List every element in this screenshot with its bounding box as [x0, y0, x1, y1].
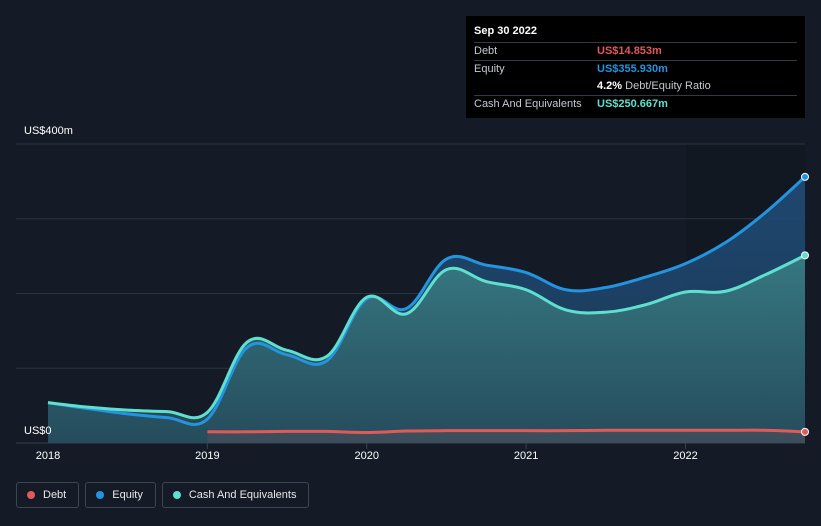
- tooltip-ratio: 4.2% Debt/Equity Ratio: [597, 78, 711, 95]
- legend-label-equity: Equity: [112, 489, 143, 501]
- area-cash-and-equivalents: [48, 255, 805, 443]
- y-axis-bottom-label: US$0: [24, 425, 52, 437]
- tooltip-date: Sep 30 2022: [474, 25, 537, 37]
- tooltip-row-equity: Equity US$355.930m: [474, 60, 797, 78]
- legend-label-debt: Debt: [43, 489, 67, 501]
- tooltip-equity-value: US$355.930m: [597, 63, 668, 75]
- chart-legend: Debt Equity Cash And Equivalents: [16, 482, 310, 510]
- data-tooltip: Sep 30 2022 Debt US$14.853m Equity US$35…: [466, 16, 805, 118]
- tooltip-ratio-value: 4.2%: [597, 80, 623, 92]
- x-tick-label-2022: 2022: [673, 450, 698, 462]
- marker-cash-and-equivalents: [801, 251, 809, 260]
- legend-dot-equity: [96, 491, 105, 499]
- tooltip-ratio-label: Debt/Equity Ratio: [625, 80, 711, 92]
- line-cash-and-equivalents: [47, 254, 806, 420]
- line-debt: [207, 428, 806, 435]
- legend-dot-cash: [172, 491, 181, 499]
- x-tick-label-2021: 2021: [513, 450, 539, 462]
- legend-dot-debt: [27, 491, 35, 499]
- x-tick-label-2018: 2018: [35, 450, 61, 462]
- legend-item-debt[interactable]: Debt: [16, 482, 80, 508]
- tooltip-equity-label: Equity: [474, 63, 505, 75]
- tooltip-debt-value: US$14.853m: [597, 45, 662, 57]
- tooltip-row-debt: Debt US$14.853m: [474, 42, 797, 60]
- legend-label-cash: Cash And Equivalents: [188, 489, 297, 501]
- tooltip-debt-label: Debt: [474, 45, 498, 57]
- tooltip-cash-label: Cash And Equivalents: [474, 98, 582, 110]
- x-tick-label-2019: 2019: [195, 450, 220, 462]
- legend-item-equity[interactable]: Equity: [85, 482, 156, 508]
- series-lines: [47, 175, 807, 435]
- tooltip-row-ratio: 4.2% Debt/Equity Ratio: [474, 78, 797, 95]
- x-tick-label-2020: 2020: [354, 450, 379, 462]
- series-end-markers: [801, 172, 809, 436]
- y-axis-top-label: US$400m: [24, 125, 73, 137]
- legend-item-cash[interactable]: Cash And Equivalents: [161, 482, 310, 508]
- tooltip-cash-value: US$250.667m: [597, 98, 668, 110]
- marker-debt: [801, 427, 809, 436]
- line-equity: [47, 175, 807, 426]
- marker-equity: [801, 172, 809, 181]
- tooltip-ratio-spacer: [474, 78, 597, 95]
- tooltip-row-cash: Cash And Equivalents US$250.667m: [474, 95, 797, 113]
